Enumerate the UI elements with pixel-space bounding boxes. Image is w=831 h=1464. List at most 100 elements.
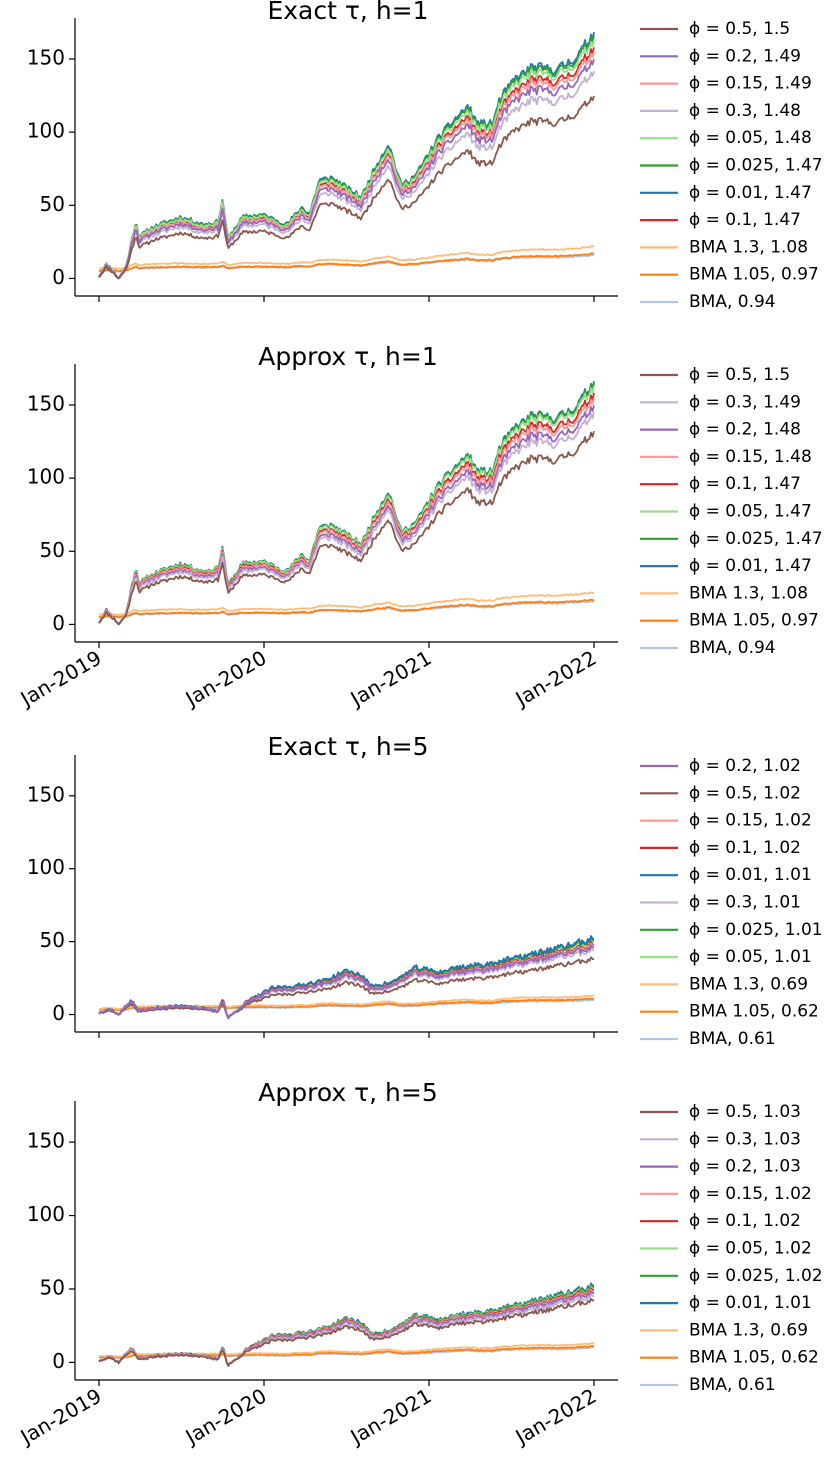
y-tick-label: 50 [40, 538, 65, 562]
x-tick-label: Jan-2022 [510, 646, 601, 712]
series-line [98, 397, 595, 626]
series-line [98, 598, 595, 619]
legend-label: ϕ = 0.025, 1.01 [689, 920, 823, 940]
legend-label: BMA 1.3, 0.69 [689, 974, 808, 994]
series-line [98, 411, 595, 626]
legend-label: BMA, 0.94 [689, 638, 776, 658]
legend-label: ϕ = 0.05, 1.01 [689, 947, 812, 967]
series-line [98, 381, 595, 625]
x-tick-label: Jan-2020 [180, 646, 271, 712]
legend-label: ϕ = 0.1, 1.47 [689, 474, 801, 494]
legend-label: ϕ = 0.01, 1.01 [689, 865, 812, 885]
y-tick-label: 50 [40, 928, 65, 952]
series-line [98, 32, 595, 280]
x-tick-label: Jan-2021 [345, 646, 436, 712]
x-tick-label: Jan-2019 [15, 646, 106, 712]
legend-label: BMA 1.05, 0.97 [689, 611, 819, 631]
legend-label: ϕ = 0.01, 1.47 [689, 556, 812, 576]
legend-label: BMA 1.3, 1.08 [689, 583, 808, 603]
legend-label: BMA 1.3, 0.69 [689, 1320, 808, 1340]
x-tick-label: Jan-2019 [15, 1384, 106, 1450]
legend-label: BMA 1.05, 0.62 [689, 1002, 819, 1022]
y-tick-label: 150 [27, 782, 65, 806]
series-line [98, 1298, 595, 1367]
legend-label: ϕ = 0.2, 1.48 [689, 420, 801, 440]
legend-label: ϕ = 0.3, 1.03 [689, 1129, 801, 1149]
y-tick-label: 150 [27, 1129, 65, 1153]
x-tick-label: Jan-2020 [180, 1384, 271, 1450]
y-tick-label: 50 [40, 192, 65, 216]
legend-label: ϕ = 0.025, 1.02 [689, 1266, 823, 1286]
legend-label: ϕ = 0.5, 1.5 [689, 365, 790, 385]
legend-label: ϕ = 0.15, 1.48 [689, 447, 812, 467]
chart-title: Exact τ, h=1 [267, 0, 428, 25]
legend-label: ϕ = 0.5, 1.5 [689, 19, 790, 39]
series-line [98, 956, 594, 1018]
legend: ϕ = 0.5, 1.5 ϕ = 0.3, 1.49 ϕ = 0.2, 1.48 ϕ … [640, 365, 823, 658]
legend-label: ϕ = 0.3, 1.01 [689, 893, 801, 913]
legend-label: ϕ = 0.5, 1.03 [689, 1102, 801, 1122]
legend-label: ϕ = 0.15, 1.02 [689, 1184, 812, 1204]
legend-label: BMA, 0.61 [689, 1029, 776, 1049]
chart-panel-1: Exact τ, h=1 0 50 100 150 ϕ = 0.5, 1.5 ϕ = 0.2… [27, 0, 823, 312]
y-tick-label: 150 [27, 391, 65, 415]
series-line [98, 591, 595, 616]
y-tick-label: 0 [52, 1349, 65, 1373]
series-line [98, 252, 595, 273]
legend-label: BMA 1.05, 0.97 [689, 265, 819, 285]
series-line [98, 944, 595, 1019]
x-tick-label: Jan-2021 [345, 1384, 436, 1450]
legend-label: ϕ = 0.025, 1.47 [689, 156, 823, 176]
y-tick-label: 100 [27, 855, 65, 879]
legend-label: ϕ = 0.01, 1.01 [689, 1293, 812, 1313]
series-line [98, 245, 595, 270]
x-tick-label: Jan-2022 [510, 1384, 601, 1450]
legend-label: BMA 1.05, 0.62 [689, 1348, 819, 1368]
legend-label: ϕ = 0.2, 1.03 [689, 1157, 801, 1177]
legend-label: BMA, 0.61 [689, 1375, 776, 1395]
y-tick-label: 100 [27, 465, 65, 489]
chart-title: Approx τ, h=5 [258, 1078, 437, 1107]
y-tick-label: 0 [52, 1001, 65, 1025]
legend-label: ϕ = 0.05, 1.02 [689, 1239, 812, 1259]
y-tick-label: 100 [27, 119, 65, 143]
series-line [98, 70, 595, 280]
legend: ϕ = 0.2, 1.02 ϕ = 0.5, 1.02 ϕ = 0.15, 1.02… [640, 756, 823, 1049]
legend-label: ϕ = 0.025, 1.47 [689, 529, 823, 549]
series-line [98, 95, 595, 280]
legend-label: ϕ = 0.1, 1.02 [689, 838, 801, 858]
legend-label: ϕ = 0.2, 1.02 [689, 756, 801, 776]
y-tick-label: 50 [40, 1275, 65, 1299]
legend-label: ϕ = 0.1, 1.02 [689, 1211, 801, 1231]
legend-label: ϕ = 0.05, 1.47 [689, 502, 812, 522]
legend-label: BMA, 0.94 [689, 292, 776, 312]
y-tick-label: 150 [27, 45, 65, 69]
legend-label: ϕ = 0.5, 1.02 [689, 783, 801, 803]
series-line [98, 35, 595, 280]
legend-label: ϕ = 0.2, 1.49 [689, 46, 801, 66]
chart-title: Approx τ, h=1 [258, 342, 437, 371]
legend: ϕ = 0.5, 1.5 ϕ = 0.2, 1.49 ϕ = 0.15, 1.49 ϕ… [640, 19, 823, 312]
series-line [98, 430, 595, 626]
chart-title: Exact τ, h=5 [267, 732, 428, 761]
y-tick-label: 0 [52, 611, 65, 635]
legend-label: ϕ = 0.15, 1.49 [689, 74, 812, 94]
series-line [98, 382, 595, 625]
y-tick-label: 100 [27, 1202, 65, 1226]
legend-label: BMA 1.3, 1.08 [689, 237, 808, 257]
chart-panel-2: Approx τ, h=1 0 50 100 150 Jan-2019 Jan-2020 Ja… [15, 342, 823, 712]
legend-label: ϕ = 0.05, 1.48 [689, 128, 812, 148]
chart-panel-4: Approx τ, h=5 0 50 100 150 Jan-2019 Jan-2020 Ja… [15, 1078, 823, 1450]
legend-label: ϕ = 0.1, 1.47 [689, 210, 801, 230]
legend: ϕ = 0.5, 1.03 ϕ = 0.3, 1.03 ϕ = 0.2, 1.03 ϕ… [640, 1102, 823, 1395]
legend-label: ϕ = 0.01, 1.47 [689, 183, 812, 203]
series-line [98, 39, 595, 280]
y-tick-label: 0 [52, 265, 65, 289]
legend-label: ϕ = 0.3, 1.48 [689, 101, 801, 121]
series-line [98, 58, 595, 280]
legend-label: ϕ = 0.3, 1.49 [689, 392, 801, 412]
series-line [98, 385, 595, 626]
legend-label: ϕ = 0.15, 1.02 [689, 811, 812, 831]
